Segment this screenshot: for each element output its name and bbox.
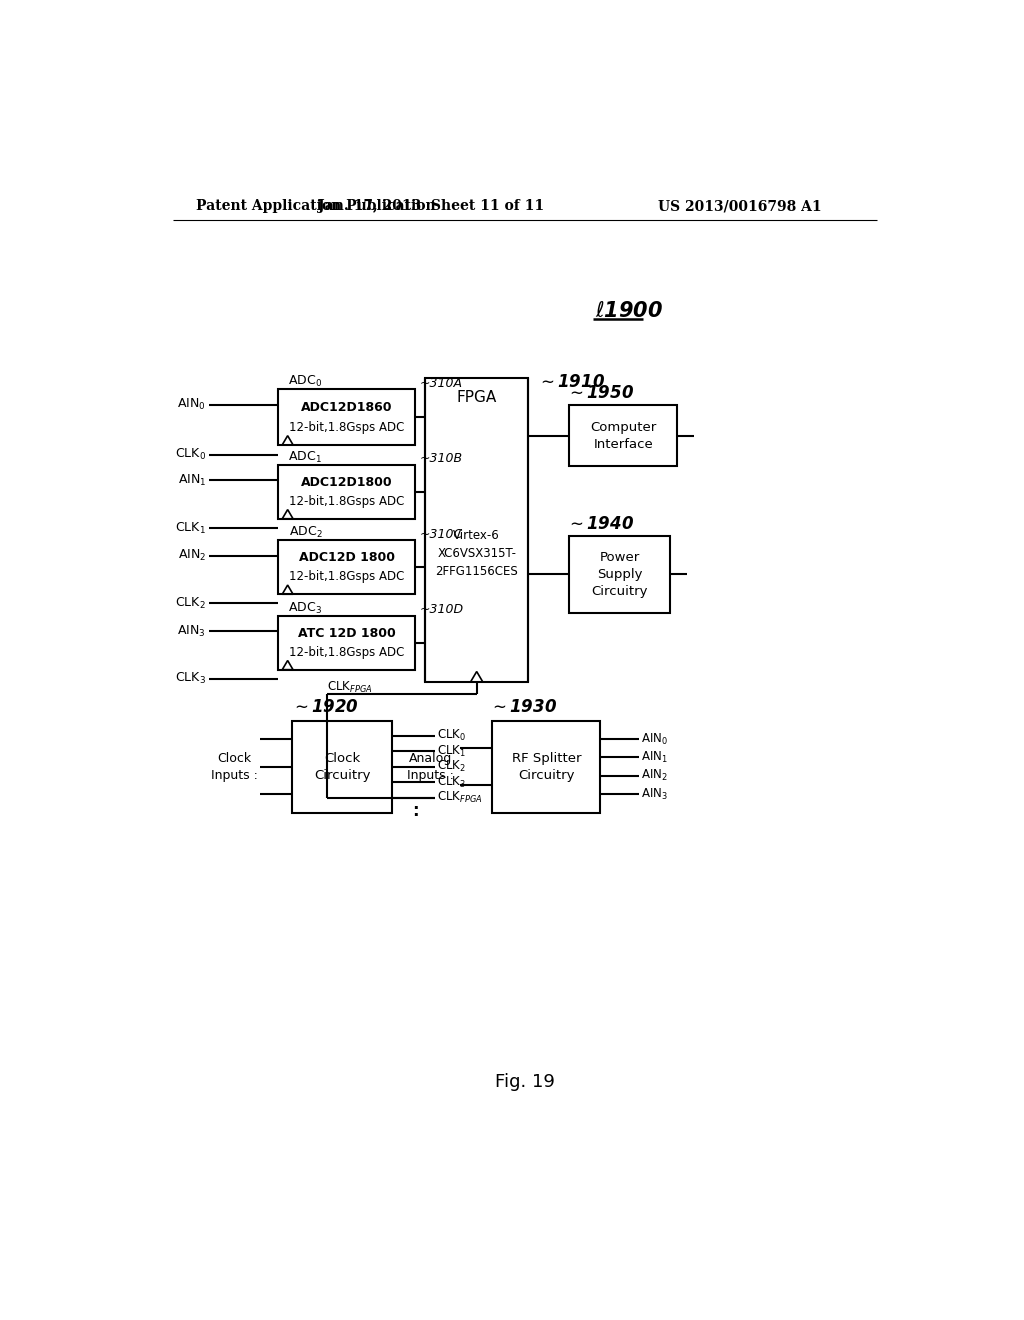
Text: Computer
Interface: Computer Interface [590, 421, 656, 450]
Text: CLK$_2$: CLK$_2$ [175, 595, 206, 611]
Text: Analog
Inputs :: Analog Inputs : [408, 751, 455, 781]
Bar [279, 465, 416, 519]
Text: Patent Application Publication: Patent Application Publication [196, 199, 435, 213]
Text: ADC$_3$: ADC$_3$ [289, 601, 323, 615]
Text: 12-bit,1.8Gsps ADC: 12-bit,1.8Gsps ADC [289, 421, 404, 433]
Text: $\sim$1910: $\sim$1910 [538, 372, 605, 391]
Text: CLK$_0$: CLK$_0$ [437, 729, 466, 743]
Text: ~310D: ~310D [420, 603, 464, 616]
Text: ADC12D1860: ADC12D1860 [301, 401, 392, 413]
Bar [569, 405, 677, 466]
Text: Clock
Circuitry: Clock Circuitry [314, 751, 371, 781]
Text: $\sim$1930: $\sim$1930 [488, 698, 557, 715]
Text: Virtex-6
XC6VSX315T-
2FFG1156CES: Virtex-6 XC6VSX315T- 2FFG1156CES [435, 528, 518, 578]
Text: AIN$_1$: AIN$_1$ [641, 750, 668, 766]
Text: ADC$_0$: ADC$_0$ [289, 374, 323, 389]
Text: $\sim$1920: $\sim$1920 [291, 698, 358, 715]
Text: 12-bit,1.8Gsps ADC: 12-bit,1.8Gsps ADC [289, 570, 404, 583]
Text: 12-bit,1.8Gsps ADC: 12-bit,1.8Gsps ADC [289, 645, 404, 659]
Text: ADC$_2$: ADC$_2$ [289, 525, 323, 540]
Text: $\sim$1950: $\sim$1950 [565, 384, 634, 403]
Text: CLK$_3$: CLK$_3$ [175, 672, 206, 686]
Text: CLK$_{FPGA}$: CLK$_{FPGA}$ [437, 789, 482, 805]
Text: CLK$_2$: CLK$_2$ [437, 759, 466, 775]
Text: Clock
Inputs :: Clock Inputs : [211, 751, 258, 781]
Text: AIN$_0$: AIN$_0$ [641, 731, 668, 747]
Text: AIN$_2$: AIN$_2$ [178, 548, 206, 564]
Bar [425, 378, 528, 682]
Text: CLK$_{FPGA}$: CLK$_{FPGA}$ [327, 680, 373, 694]
Text: AIN$_1$: AIN$_1$ [177, 473, 206, 488]
Text: ~310A: ~310A [420, 376, 463, 389]
Text: $\sim$1940: $\sim$1940 [565, 515, 634, 533]
Bar [292, 721, 392, 813]
Text: AIN$_2$: AIN$_2$ [641, 768, 668, 784]
Text: Fig. 19: Fig. 19 [495, 1073, 555, 1092]
Bar [569, 536, 670, 612]
Text: AIN$_3$: AIN$_3$ [641, 787, 668, 803]
Text: ~310B: ~310B [420, 453, 463, 465]
Text: ADC$_1$: ADC$_1$ [289, 450, 323, 465]
Text: ~310C: ~310C [420, 528, 463, 541]
Text: RF Splitter
Circuitry: RF Splitter Circuitry [512, 751, 581, 781]
Text: CLK$_0$: CLK$_0$ [175, 447, 206, 462]
Text: Power
Supply
Circuitry: Power Supply Circuitry [591, 550, 648, 598]
Text: FPGA: FPGA [457, 389, 497, 405]
Text: ATC 12D 1800: ATC 12D 1800 [298, 627, 396, 639]
Text: AIN$_3$: AIN$_3$ [177, 623, 206, 639]
Text: 12-bit,1.8Gsps ADC: 12-bit,1.8Gsps ADC [289, 495, 404, 508]
Text: ADC12D 1800: ADC12D 1800 [299, 550, 395, 564]
Text: ADC12D1800: ADC12D1800 [301, 475, 393, 488]
Text: :: : [412, 803, 419, 820]
Bar [279, 615, 416, 669]
Bar [279, 540, 416, 594]
Text: US 2013/0016798 A1: US 2013/0016798 A1 [658, 199, 821, 213]
Bar [279, 389, 416, 445]
Text: CLK$_1$: CLK$_1$ [437, 743, 466, 759]
Text: $\ell$1900: $\ell$1900 [595, 301, 664, 321]
Text: Jan. 17, 2013  Sheet 11 of 11: Jan. 17, 2013 Sheet 11 of 11 [317, 199, 544, 213]
Text: CLK$_1$: CLK$_1$ [175, 520, 206, 536]
Text: CLK$_3$: CLK$_3$ [437, 775, 466, 789]
Text: AIN$_0$: AIN$_0$ [177, 397, 206, 412]
Bar [493, 721, 600, 813]
